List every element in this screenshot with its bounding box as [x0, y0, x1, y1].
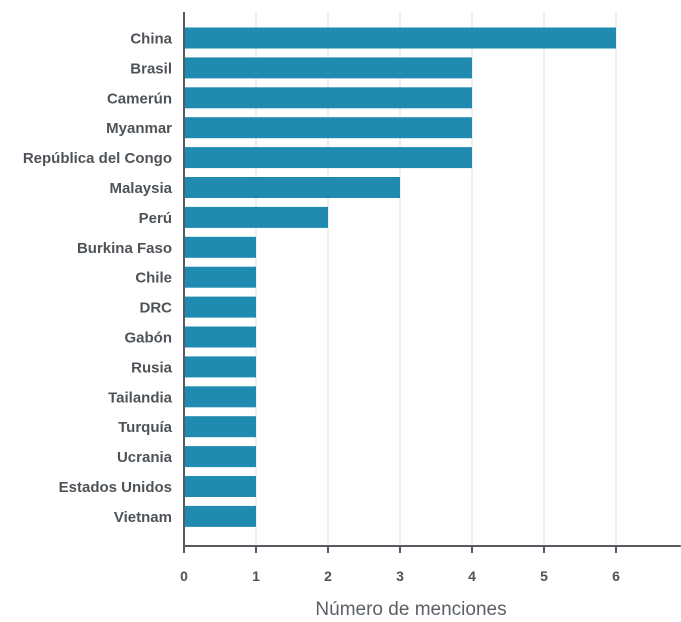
x-axis-title: Número de menciones: [315, 599, 506, 620]
x-tick-label: 0: [180, 568, 188, 584]
bar: [184, 416, 256, 438]
x-tick-label: 2: [324, 568, 332, 584]
bar: [184, 206, 328, 228]
category-labels: China Brasil Camerún Myanmar República del C…: [23, 31, 173, 526]
bar: [184, 27, 616, 49]
bar: [184, 326, 256, 348]
bars: [184, 27, 616, 527]
bar: [184, 117, 472, 139]
category-label: Rusia: [131, 359, 173, 376]
category-label: Estados Unidos: [59, 479, 172, 496]
category-label: Camerún: [107, 90, 172, 107]
x-tick-label: 4: [468, 568, 476, 584]
bar: [184, 266, 256, 288]
bar: [184, 296, 256, 318]
x-tick-label: 6: [612, 568, 620, 584]
bar: [184, 476, 256, 497]
bar: [184, 505, 256, 527]
category-label: Brasil: [130, 60, 172, 77]
category-label: Tailandia: [108, 389, 173, 406]
category-label: Perú: [139, 210, 172, 227]
category-label: Gabón: [125, 330, 173, 347]
category-label: DRC: [140, 300, 173, 317]
x-tick-label: 1: [252, 568, 260, 584]
category-label: Chile: [135, 270, 172, 287]
bar: [184, 177, 400, 198]
bar: [184, 386, 256, 408]
category-label: Turquía: [118, 419, 173, 436]
category-label: Malaysia: [109, 180, 172, 197]
category-label: Myanmar: [106, 120, 172, 137]
x-tick-label: 3: [396, 568, 404, 584]
x-tick-label: 5: [540, 568, 548, 584]
bar: [184, 356, 256, 378]
category-label: Ucrania: [117, 449, 173, 466]
category-label: Vietnam: [114, 509, 172, 526]
bar: [184, 446, 256, 468]
category-label: China: [130, 31, 172, 48]
x-axis-ticks: 0 1 2 3 4 5 6: [180, 546, 620, 584]
bar: [184, 236, 256, 258]
bar: [184, 87, 472, 109]
bar: [184, 147, 472, 169]
bar: [184, 57, 472, 79]
category-label: Burkina Faso: [77, 240, 172, 257]
category-label: República del Congo: [23, 150, 172, 167]
